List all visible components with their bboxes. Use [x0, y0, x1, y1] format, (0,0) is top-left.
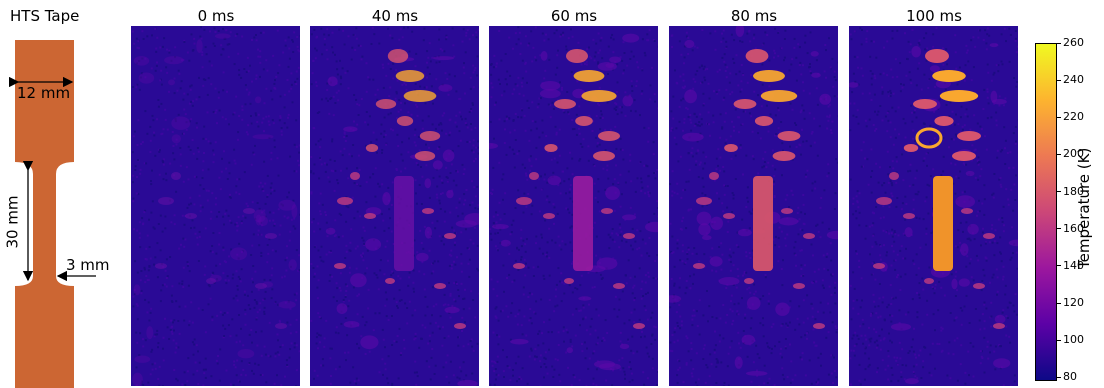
thermal-image	[669, 26, 838, 386]
colorbar-tick-label: 240	[1063, 73, 1084, 87]
colorbar-tick-label: 200	[1063, 147, 1084, 161]
thermal-frame-4	[849, 26, 1018, 386]
thermal-image	[310, 26, 479, 386]
thermal-frame-2	[489, 26, 658, 386]
thermal-frame-3	[669, 26, 838, 386]
thermal-image	[489, 26, 658, 386]
colorbar-tick-label: 180	[1063, 184, 1084, 198]
colorbar-tick-mark	[1057, 376, 1061, 378]
colorbar-tick-label: 100	[1063, 333, 1084, 347]
colorbar-tick-label: 120	[1063, 296, 1084, 309]
frame-title-2: 60 ms	[550, 7, 598, 25]
colorbar-tick-mark	[1057, 79, 1061, 81]
colorbar-tick-label: 220	[1063, 110, 1084, 124]
frame-title-3: 80 ms	[730, 7, 778, 25]
thermal-frame-0	[131, 26, 300, 386]
colorbar-tick-mark	[1057, 339, 1061, 341]
width-label: 12 mm	[17, 84, 71, 102]
colorbar-label: Temperature (K)	[1075, 147, 1093, 269]
tape-title: HTS Tape	[10, 7, 80, 25]
colorbar-tick-label: 260	[1063, 36, 1084, 49]
colorbar-tick-mark	[1057, 265, 1061, 267]
colorbar-tick-mark	[1057, 153, 1061, 155]
frame-title-0: 0 ms	[197, 7, 235, 25]
colorbar-tick-mark	[1057, 302, 1061, 304]
length-label: 30 mm	[3, 195, 22, 249]
colorbar-tick-mark	[1057, 42, 1061, 44]
frame-title-4: 100 ms	[906, 7, 962, 25]
colorbar-tick-mark	[1057, 228, 1061, 230]
frame-title-1: 40 ms	[371, 7, 419, 25]
colorbar-tick-label: 80	[1063, 370, 1077, 384]
colorbar-tick-mark	[1057, 116, 1061, 118]
colorbar-tick-label: 160	[1063, 221, 1084, 235]
colorbar	[1035, 43, 1057, 381]
tape-shape	[15, 40, 74, 388]
thermal-image	[849, 26, 1018, 386]
colorbar-tick-mark	[1057, 191, 1061, 193]
tape-schematic	[8, 40, 96, 388]
thermal-image	[131, 26, 300, 386]
thermal-frame-1	[310, 26, 479, 386]
neck-label: 3 mm	[66, 256, 110, 274]
colorbar-tick-label: 140	[1063, 258, 1084, 272]
